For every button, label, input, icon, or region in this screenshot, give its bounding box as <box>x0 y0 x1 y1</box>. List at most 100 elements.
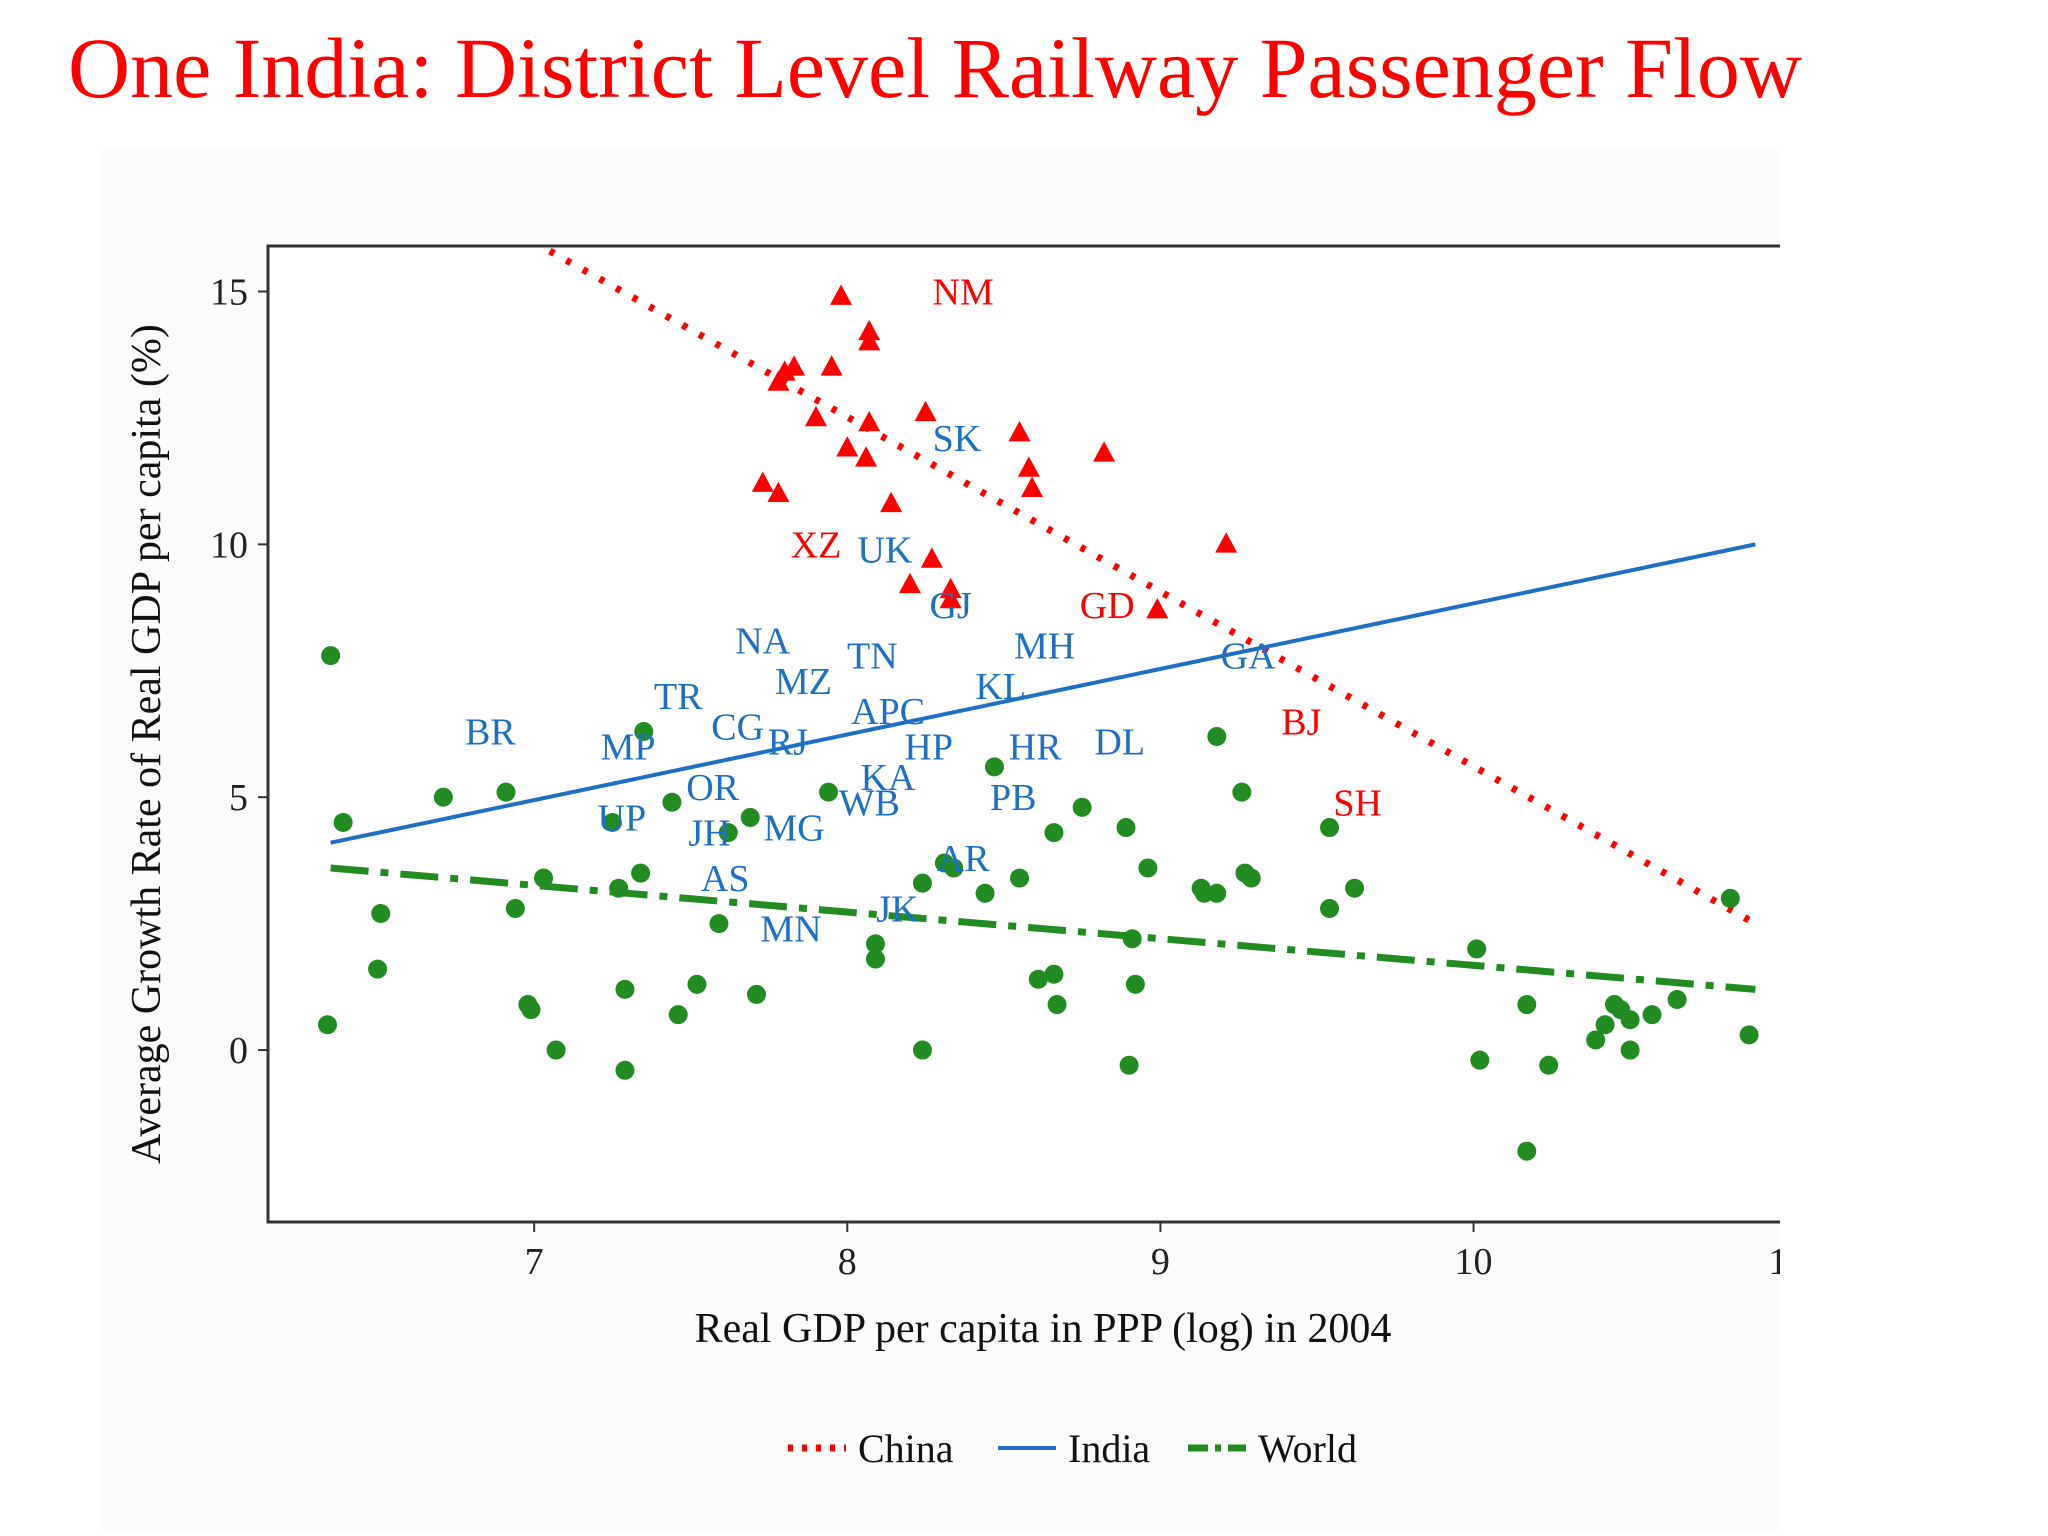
world-point <box>634 721 654 741</box>
y-axis-title: Average Growth Rate of Real GDP per capi… <box>124 324 170 1164</box>
world-point <box>687 974 707 994</box>
world-point <box>1642 1005 1662 1025</box>
world-point <box>1047 995 1067 1015</box>
world-point <box>1739 1025 1759 1045</box>
world-point <box>317 1015 337 1035</box>
world-point <box>709 914 729 934</box>
world-point <box>1586 1030 1606 1050</box>
world-point <box>1517 995 1537 1015</box>
legend-label-world: World <box>1258 1426 1357 1471</box>
world-point <box>1467 939 1487 959</box>
point-label: RJ <box>768 722 808 764</box>
world-point <box>602 812 622 832</box>
x-tick-label: 7 <box>525 1241 544 1283</box>
china-point <box>1146 598 1169 619</box>
world-point <box>746 984 766 1004</box>
china-point <box>858 410 881 432</box>
point-label: CG <box>711 706 764 748</box>
x-tick-label: 9 <box>1151 1241 1170 1283</box>
y-tick-label: 0 <box>229 1030 248 1072</box>
china-point <box>858 319 881 341</box>
world-point <box>496 782 516 802</box>
point-label: APC <box>851 691 925 733</box>
x-axis-title: Real GDP per capita in PPP (log) in 2004 <box>695 1306 1392 1352</box>
world-point <box>819 782 839 802</box>
point-label: TR <box>654 676 703 718</box>
point-label: HP <box>904 727 953 769</box>
point-label: UP <box>598 797 647 839</box>
x-tick-label: 8 <box>838 1241 857 1283</box>
point-label: GJ <box>930 585 972 627</box>
china-point <box>751 471 774 492</box>
world-point <box>521 1000 541 1020</box>
world-point <box>534 868 554 888</box>
china-point <box>898 572 921 594</box>
point-labels: NM SK XZ UK GJ GD NA TN MH MZ GA TR KL APC BJ BR CG RJ MP H… <box>465 272 1382 951</box>
world-point <box>546 1040 566 1060</box>
world-point <box>615 979 635 999</box>
fit-lines <box>330 248 1758 993</box>
world-point <box>1620 1010 1640 1030</box>
y-tick-label: 10 <box>210 524 248 566</box>
point-label: JH <box>688 813 730 855</box>
point-label: UK <box>857 529 912 571</box>
china-point <box>1021 476 1044 497</box>
world-point <box>718 823 738 843</box>
point-label: KA <box>861 757 916 799</box>
china-point <box>1008 421 1031 442</box>
world-point <box>1044 964 1064 984</box>
point-label: GA <box>1221 636 1276 678</box>
point-label: PB <box>990 777 1036 819</box>
point-label: BR <box>465 711 516 753</box>
point-label: MZ <box>775 661 832 703</box>
china-point <box>939 587 962 609</box>
point-label: JK <box>876 888 919 930</box>
world-point <box>1320 818 1340 838</box>
x-tick-label: 11 <box>1768 1241 1780 1283</box>
china-points <box>751 284 1238 619</box>
world-points <box>317 646 1759 1161</box>
world-point <box>1620 1040 1640 1060</box>
world-point <box>1320 898 1340 918</box>
china-point <box>767 481 790 503</box>
world-point <box>740 807 760 827</box>
world-point <box>668 1005 688 1025</box>
china-point <box>855 446 878 467</box>
x-tick-label: 10 <box>1455 1241 1493 1283</box>
point-label: XZ <box>791 524 842 566</box>
world-point <box>1010 868 1030 888</box>
world-point <box>631 863 651 883</box>
y-tick-label: 15 <box>210 272 248 314</box>
world-point <box>984 757 1004 777</box>
plot-panel <box>266 244 1780 1224</box>
point-label: NM <box>933 272 994 314</box>
china-point <box>836 436 859 457</box>
china-point <box>1215 532 1238 553</box>
world-point <box>1125 974 1145 994</box>
world-point <box>1470 1050 1490 1070</box>
y-tick-label: 5 <box>229 777 248 819</box>
point-label: KL <box>975 666 1026 708</box>
world-point <box>1232 782 1252 802</box>
slide-title: One India: District Level Railway Passen… <box>68 20 1802 116</box>
world-point <box>1720 888 1740 908</box>
point-label: MG <box>763 808 824 850</box>
world-point <box>1122 929 1142 949</box>
world-point <box>505 898 525 918</box>
legend: China India World <box>788 1426 1357 1471</box>
point-label: AS <box>701 858 750 900</box>
china-point <box>880 491 903 513</box>
china-point <box>1093 441 1116 462</box>
china-point <box>804 405 827 427</box>
china-point <box>830 284 853 305</box>
world-point <box>865 934 885 954</box>
world-point <box>1138 858 1158 878</box>
world-point <box>368 959 388 979</box>
china-point <box>767 370 790 391</box>
fit-line-china <box>548 248 1758 927</box>
world-point <box>1345 878 1365 898</box>
fit-line-india <box>330 542 1756 845</box>
world-point <box>912 1040 932 1060</box>
world-point <box>1044 823 1064 843</box>
world-point <box>333 812 353 832</box>
